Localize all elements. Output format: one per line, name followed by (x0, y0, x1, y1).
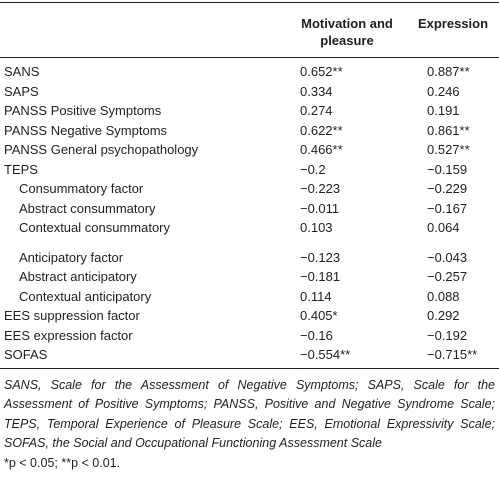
value-cell: 0.292 (427, 308, 460, 323)
value-cell: −0.2 (300, 161, 326, 177)
value-cell: 0.861** (427, 122, 470, 138)
header-cell: Motivation and pleasure (287, 2, 407, 58)
value-cell: −0.181 (300, 269, 341, 284)
value-cell: 0.622** (300, 122, 343, 138)
header-cell: Expression (407, 2, 499, 58)
row-label: Abstract anticipatory (19, 269, 137, 284)
row-label: PANSS Negative Symptoms (4, 122, 168, 138)
data-table: Motivation and pleasure Expression SANS 0… (0, 2, 499, 369)
table-row: EES suppression factor 0.405* 0.292 (0, 306, 499, 326)
value-cell: 0.405* (300, 308, 338, 323)
table-row: Contextual consummatory 0.103 0.064 (0, 218, 499, 238)
row-label: SOFAS (4, 347, 48, 362)
value-cell: 0.114 (300, 288, 332, 304)
row-label: EES expression factor (4, 327, 133, 343)
footnote: SANS, Scale for the Assessment of Negati… (4, 377, 495, 451)
value-cell: 0.466** (300, 142, 343, 157)
value-cell: −0.554** (300, 347, 351, 362)
row-label: Contextual anticipatory (19, 288, 152, 304)
value-cell: 0.103 (300, 220, 333, 235)
table-body: SANS 0.652** 0.887** SAPS 0.334 0.246 PANSS Po… (0, 58, 499, 369)
value-cell: 0.334 (300, 83, 333, 99)
value-cell: −0.123 (300, 249, 341, 265)
value-cell: 0.088 (427, 288, 460, 304)
table-row: SOFAS −0.554** −0.715** (0, 345, 499, 368)
table-row: Anticipatory factor −0.123 −0.043 (0, 238, 499, 268)
row-label: SANS (4, 64, 40, 79)
table-row: PANSS General psychopathology 0.466** 0.52… (0, 140, 499, 160)
row-label: SAPS (4, 83, 39, 99)
row-label: PANSS General psychopathology (4, 142, 199, 157)
value-cell: −0.159 (427, 161, 468, 177)
value-cell: −0.257 (427, 269, 468, 284)
table-row: TEPS −0.2 −0.159 (0, 160, 499, 180)
value-cell: −0.223 (300, 181, 341, 196)
table-row: Consummatory factor −0.223 −0.229 (0, 179, 499, 199)
table-row: SAPS 0.334 0.246 (0, 82, 499, 102)
value-cell: −0.167 (427, 200, 468, 216)
value-cell: 0.887** (427, 64, 470, 79)
row-label: PANSS Positive Symptoms (4, 103, 162, 118)
value-cell: −0.16 (300, 327, 333, 343)
value-cell: −0.011 (300, 200, 340, 216)
value-cell: 0.527** (427, 142, 470, 157)
row-label: Consummatory factor (19, 181, 144, 196)
value-cell: −0.229 (427, 181, 468, 196)
value-cell: 0.652** (300, 64, 343, 79)
row-label: Contextual consummatory (19, 220, 171, 235)
value-cell: −0.192 (427, 327, 468, 343)
table-row: Abstract anticipatory −0.181 −0.257 (0, 267, 499, 287)
table-row: PANSS Negative Symptoms 0.622** 0.861** (0, 121, 499, 141)
value-cell: 0.191 (427, 103, 460, 118)
row-label: TEPS (4, 161, 38, 177)
value-cell: −0.043 (427, 249, 468, 265)
header-cell (0, 2, 287, 58)
value-cell: −0.715** (427, 347, 478, 362)
value-cell: 0.246 (427, 83, 460, 99)
value-cell: 0.064 (427, 220, 460, 235)
value-cell: 0.274 (300, 103, 333, 118)
table-row: Contextual anticipatory 0.114 0.088 (0, 287, 499, 307)
row-label: EES suppression factor (4, 308, 140, 323)
table-row: Abstract consummatory −0.011 −0.167 (0, 199, 499, 219)
table-row: SANS 0.652** 0.887** (0, 58, 499, 82)
row-label: Abstract consummatory (19, 200, 156, 216)
significance-note: *p < 0.05; **p < 0.01. (4, 455, 121, 470)
table-row: PANSS Positive Symptoms 0.274 0.191 (0, 101, 499, 121)
row-label: Anticipatory factor (19, 249, 124, 265)
table-row: EES expression factor −0.16 −0.192 (0, 326, 499, 346)
header-row: Motivation and pleasure Expression (0, 2, 499, 58)
